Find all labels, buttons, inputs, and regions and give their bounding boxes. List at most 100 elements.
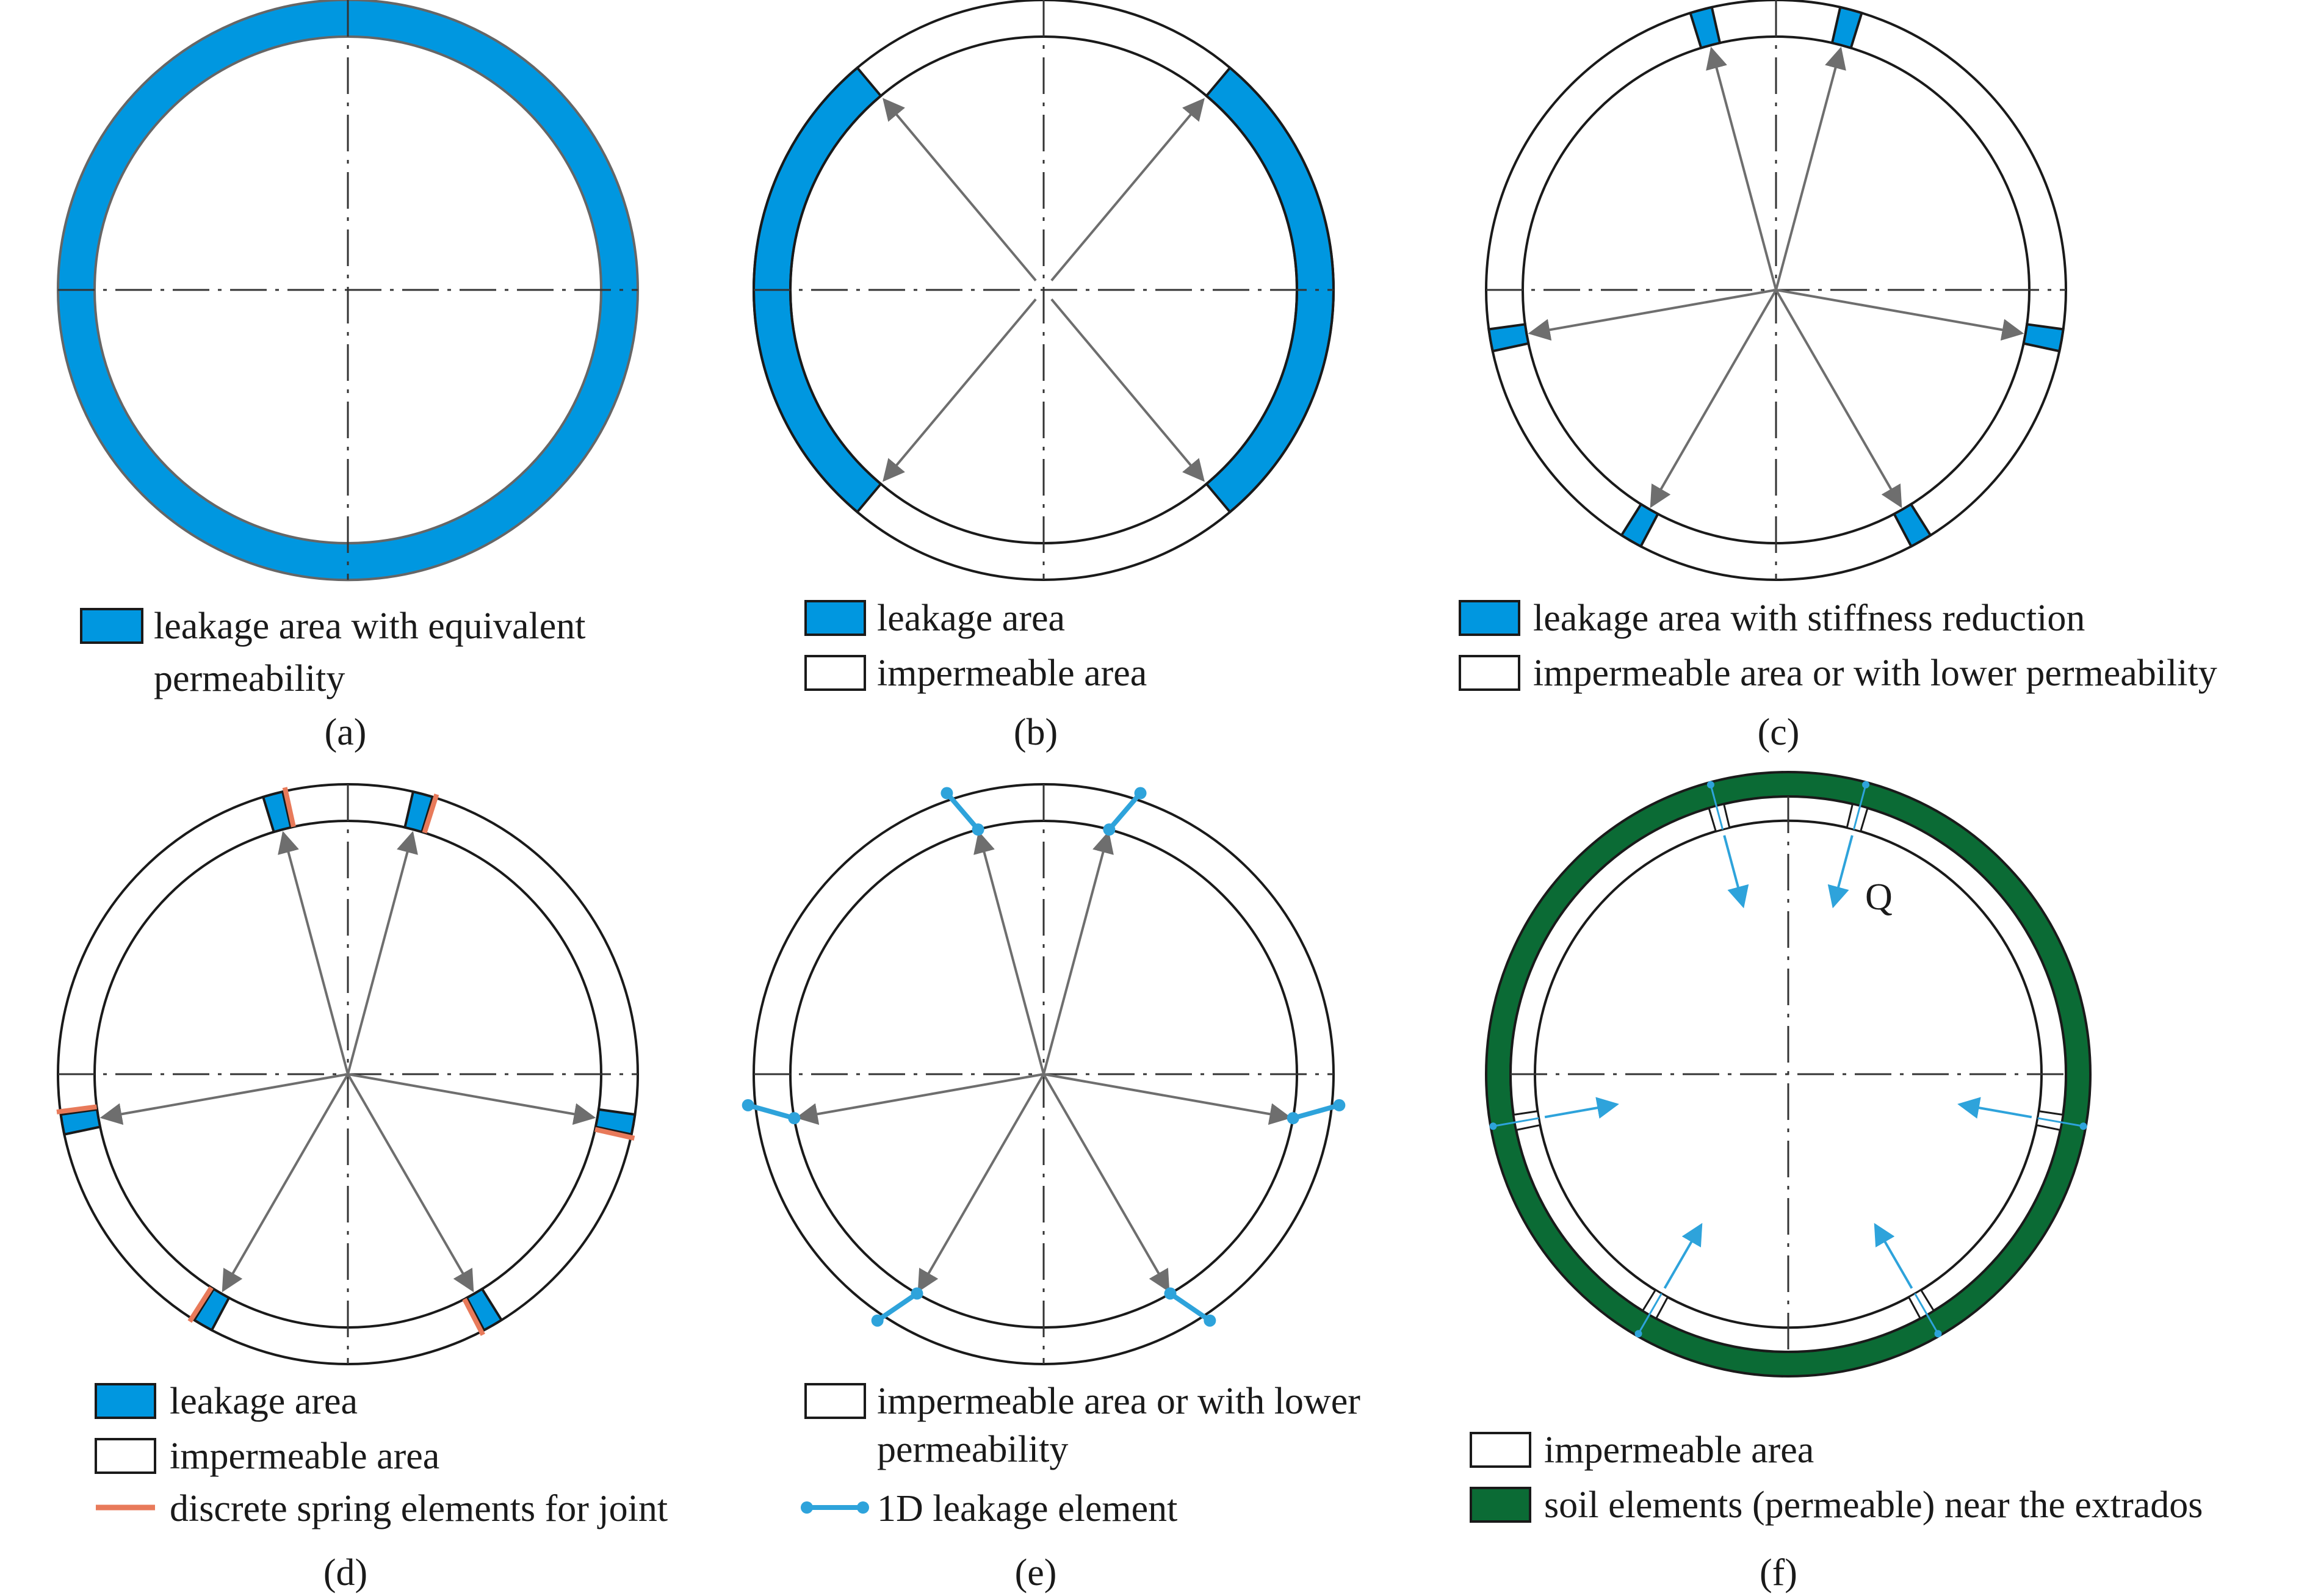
leakage-joint bbox=[261, 790, 293, 834]
stiffness-reduced-joint bbox=[1830, 5, 1863, 50]
stiffness-reduced-joint bbox=[1892, 502, 1932, 548]
leakage-element-node bbox=[1164, 1287, 1177, 1300]
direction-arrow bbox=[347, 831, 418, 1075]
caption-a: (a) bbox=[325, 712, 367, 753]
direction-arrow bbox=[883, 98, 1037, 281]
leakage-element-node bbox=[1134, 787, 1147, 800]
direction-arrow bbox=[347, 1073, 596, 1125]
leakage-joint bbox=[192, 1287, 231, 1332]
joint-flow-path bbox=[1852, 784, 1867, 830]
legend-d-blue-swatch bbox=[95, 1383, 156, 1419]
panel-b-ring bbox=[753, 0, 1335, 581]
legend-e-white-swatch bbox=[804, 1383, 866, 1419]
leakage-element-1d bbox=[747, 1103, 795, 1121]
direction-arrow bbox=[1706, 46, 1777, 291]
joint-flow-node bbox=[1634, 1330, 1642, 1338]
leakage-element-node bbox=[1204, 1314, 1216, 1327]
panel-e-legend: impermeable area or with lower permeabil… bbox=[801, 1381, 1360, 1529]
leakage-element-1d bbox=[1169, 1291, 1211, 1323]
legend-a-text-2: permeability bbox=[154, 658, 345, 699]
legend-b-text-1: leakage area bbox=[877, 598, 1065, 639]
legend-f-green-swatch bbox=[1470, 1487, 1531, 1523]
legend-d-text-1: leakage area bbox=[170, 1381, 358, 1422]
flow-arrow bbox=[1957, 1097, 2032, 1119]
legend-e-text-1: impermeable area or with lower bbox=[877, 1381, 1360, 1422]
panel-f-ring bbox=[1484, 771, 2092, 1378]
caption-f: (f) bbox=[1760, 1552, 1797, 1594]
leakage-element-node bbox=[940, 787, 953, 800]
legend-a-blue-swatch bbox=[80, 608, 143, 644]
legend-b-blue-swatch bbox=[804, 600, 866, 636]
panel-a: leakage area with equivalent permeabilit… bbox=[56, 0, 640, 753]
panel-c-legend: leakage area with stiffness reduction im… bbox=[1459, 598, 2217, 694]
legend-b-text-2: impermeable area bbox=[877, 652, 1147, 694]
leakage-joint bbox=[465, 1287, 504, 1332]
joint-flow-node bbox=[1489, 1122, 1497, 1130]
panel-f: Q impermeable area soil elements (permea… bbox=[1470, 771, 2203, 1594]
direction-arrow bbox=[1775, 46, 1846, 291]
joint-spring-element bbox=[594, 1127, 635, 1141]
direction-arrow bbox=[1043, 1073, 1292, 1125]
direction-arrow bbox=[1050, 298, 1205, 482]
legend-d-text-2: impermeable area bbox=[170, 1435, 439, 1477]
leakage-element-1d bbox=[1292, 1103, 1340, 1121]
direction-arrow bbox=[222, 1073, 349, 1293]
joint-flow-path bbox=[1709, 784, 1724, 830]
legend-e-element-symbol bbox=[801, 1501, 869, 1514]
joint-spring-element bbox=[282, 787, 296, 828]
direction-arrow bbox=[917, 1073, 1045, 1293]
direction-arrow bbox=[795, 1073, 1044, 1125]
caption-c: (c) bbox=[1758, 712, 1800, 753]
q-flow-label: Q bbox=[1865, 876, 1893, 918]
stiffness-reduced-joint bbox=[1689, 5, 1722, 50]
direction-arrow bbox=[1528, 289, 1777, 341]
caption-e: (e) bbox=[1015, 1552, 1057, 1594]
panel-d: leakage area impermeable area discrete s… bbox=[56, 783, 668, 1594]
leakage-element-node bbox=[871, 1314, 884, 1327]
caption-d: (d) bbox=[323, 1552, 367, 1594]
leakage-element-node bbox=[1103, 823, 1116, 836]
joint-flow-node bbox=[1706, 781, 1714, 789]
flow-arrow bbox=[1663, 1222, 1703, 1289]
joint-spring-element bbox=[422, 793, 439, 834]
panel-d-legend: leakage area impermeable area discrete s… bbox=[95, 1381, 668, 1529]
joint-flow-node bbox=[2079, 1122, 2087, 1130]
leakage-joint bbox=[59, 1108, 102, 1136]
panel-c-ring bbox=[1485, 0, 2067, 581]
legend-f-white-swatch bbox=[1470, 1432, 1531, 1468]
stiffness-reduced-joint bbox=[1487, 323, 1530, 353]
flow-arrow bbox=[1827, 835, 1854, 909]
leakage-element-node bbox=[742, 1099, 754, 1111]
joint-spring-element bbox=[462, 1298, 485, 1336]
legend-e-text-2: permeability bbox=[877, 1429, 1068, 1470]
flow-arrow bbox=[1874, 1222, 1913, 1289]
panel-e-ring bbox=[742, 783, 1346, 1365]
leakage-element-1d bbox=[1107, 791, 1143, 831]
leakage-element-node bbox=[1287, 1112, 1299, 1125]
joint-flow-path bbox=[1914, 1293, 1939, 1334]
caption-b: (b) bbox=[1014, 712, 1058, 753]
flow-arrow bbox=[1544, 1097, 1619, 1119]
joint-spring-element bbox=[56, 1104, 97, 1114]
direction-arrow bbox=[1775, 289, 1902, 508]
leakage-joint bbox=[403, 790, 435, 834]
leakage-joint bbox=[594, 1108, 637, 1136]
joint-flow-path bbox=[2037, 1117, 2084, 1127]
joint-flow-path bbox=[1637, 1293, 1663, 1334]
joint-spring-element bbox=[187, 1286, 214, 1323]
direction-arrow bbox=[347, 1073, 474, 1293]
panel-e: impermeable area or with lower permeabil… bbox=[742, 783, 1360, 1594]
direction-arrow bbox=[1650, 289, 1777, 508]
panel-a-legend: leakage area with equivalent permeabilit… bbox=[80, 605, 585, 699]
direction-arrow bbox=[1042, 1073, 1170, 1293]
legend-c-text-2: impermeable area or with lower permeabil… bbox=[1533, 652, 2217, 694]
panel-c: leakage area with stiffness reduction im… bbox=[1459, 0, 2217, 753]
panel-a-ring bbox=[56, 0, 640, 581]
leakage-element-node bbox=[911, 1287, 923, 1300]
legend-a-text-1: leakage area with equivalent bbox=[154, 605, 585, 647]
joint-flow-node bbox=[1934, 1330, 1942, 1338]
panel-b: leakage area impermeable area (b) bbox=[753, 0, 1335, 753]
legend-c-blue-swatch bbox=[1459, 600, 1520, 636]
direction-arrow bbox=[1775, 289, 2024, 341]
